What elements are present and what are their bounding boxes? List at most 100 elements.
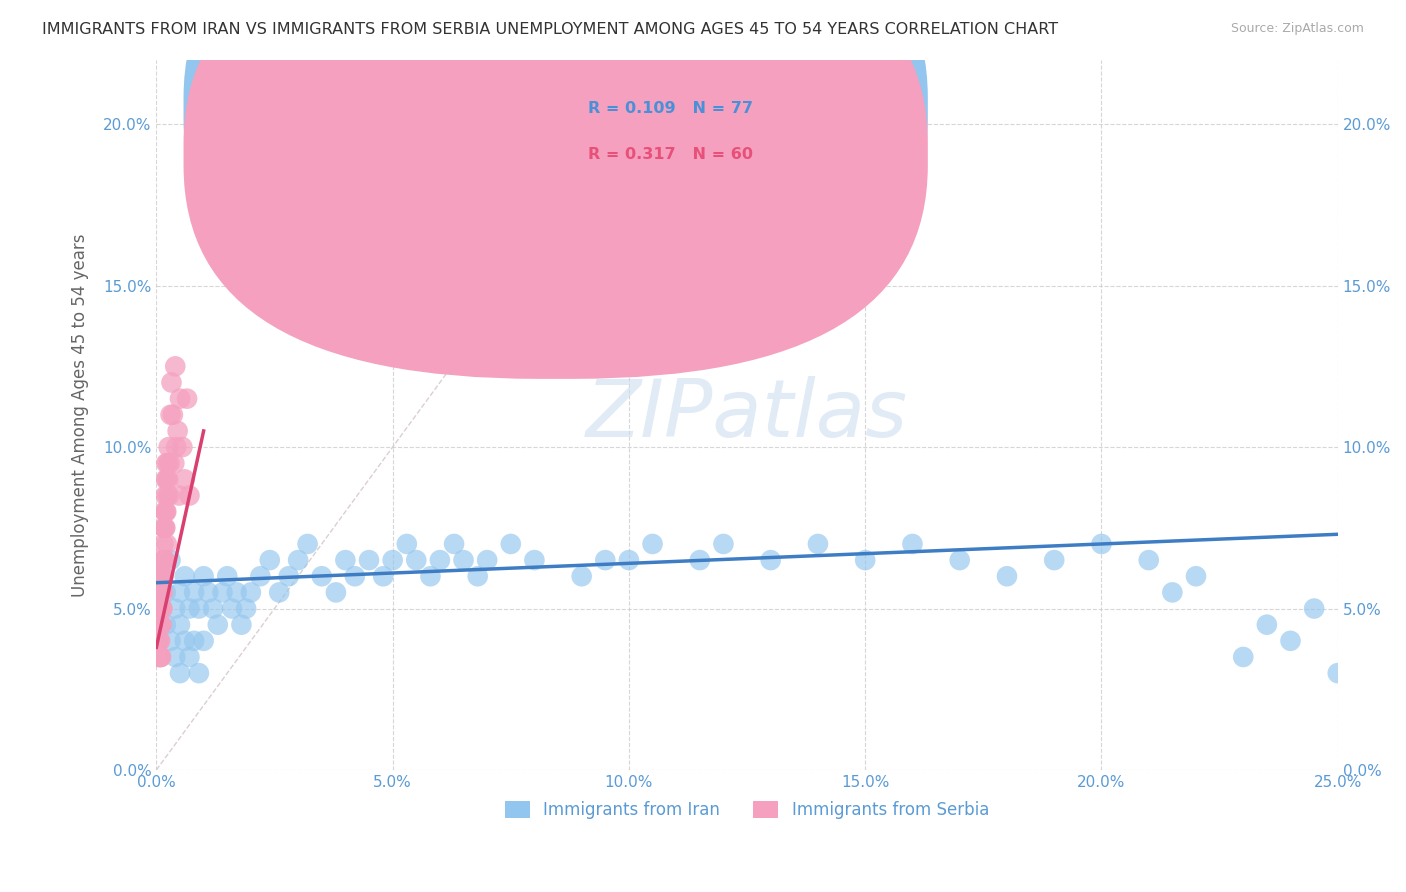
- Point: [343, 569, 366, 583]
- Point: [1279, 633, 1302, 648]
- Point: [165, 440, 187, 454]
- Point: [176, 392, 198, 406]
- Point: [571, 569, 593, 583]
- Point: [165, 650, 187, 665]
- Point: [179, 489, 201, 503]
- Point: [901, 537, 924, 551]
- Point: [1161, 585, 1184, 599]
- Point: [759, 553, 782, 567]
- Point: [169, 585, 191, 599]
- Point: [169, 392, 191, 406]
- Point: [149, 601, 172, 615]
- Point: [1043, 553, 1066, 567]
- Point: [235, 601, 257, 615]
- Point: [155, 521, 177, 535]
- Point: [150, 569, 173, 583]
- Point: [153, 521, 176, 535]
- Point: [150, 569, 173, 583]
- Point: [547, 294, 569, 309]
- Point: [167, 489, 190, 503]
- Text: R = 0.317   N = 60: R = 0.317 N = 60: [588, 147, 752, 161]
- Point: [311, 569, 333, 583]
- Point: [155, 456, 177, 470]
- FancyBboxPatch shape: [184, 0, 928, 379]
- Point: [162, 408, 184, 422]
- Point: [193, 633, 215, 648]
- Point: [202, 601, 225, 615]
- Point: [1256, 617, 1278, 632]
- Point: [166, 424, 188, 438]
- Point: [467, 569, 489, 583]
- Point: [173, 569, 195, 583]
- Point: [297, 537, 319, 551]
- Point: [217, 569, 239, 583]
- Point: [146, 617, 169, 632]
- Point: [499, 537, 522, 551]
- Point: [153, 553, 176, 567]
- Point: [1303, 601, 1326, 615]
- Point: [443, 537, 465, 551]
- Point: [617, 553, 640, 567]
- Point: [325, 585, 347, 599]
- Point: [159, 633, 181, 648]
- Point: [150, 617, 173, 632]
- Point: [172, 440, 194, 454]
- Text: Source: ZipAtlas.com: Source: ZipAtlas.com: [1230, 22, 1364, 36]
- Point: [183, 633, 205, 648]
- Point: [179, 601, 201, 615]
- Point: [156, 537, 179, 551]
- Point: [155, 505, 177, 519]
- Point: [148, 601, 170, 615]
- Point: [249, 569, 271, 583]
- Point: [159, 456, 181, 470]
- Point: [169, 666, 191, 681]
- Point: [152, 569, 174, 583]
- Point: [149, 633, 172, 648]
- Point: [949, 553, 972, 567]
- Point: [239, 585, 262, 599]
- Point: [160, 376, 183, 390]
- Point: [156, 456, 179, 470]
- Point: [149, 617, 172, 632]
- Point: [287, 553, 309, 567]
- Point: [152, 601, 174, 615]
- Point: [335, 553, 357, 567]
- Point: [197, 585, 219, 599]
- Point: [149, 617, 172, 632]
- Point: [153, 505, 176, 519]
- Point: [475, 553, 498, 567]
- Point: [689, 553, 711, 567]
- Point: [853, 553, 876, 567]
- Point: [155, 472, 177, 486]
- Point: [165, 359, 187, 374]
- Point: [523, 553, 546, 567]
- Point: [150, 650, 173, 665]
- Point: [277, 569, 299, 583]
- Point: [183, 585, 205, 599]
- Point: [155, 585, 177, 599]
- Point: [148, 633, 170, 648]
- Point: [429, 553, 451, 567]
- Point: [357, 553, 380, 567]
- Point: [155, 617, 177, 632]
- Legend: Immigrants from Iran, Immigrants from Serbia: Immigrants from Iran, Immigrants from Se…: [498, 794, 995, 826]
- Point: [153, 553, 176, 567]
- Point: [665, 343, 688, 358]
- Point: [148, 633, 170, 648]
- Point: [150, 585, 173, 599]
- Point: [155, 489, 177, 503]
- Point: [153, 553, 176, 567]
- Point: [259, 553, 281, 567]
- Point: [405, 553, 427, 567]
- Point: [419, 569, 441, 583]
- Point: [146, 601, 169, 615]
- Point: [807, 537, 830, 551]
- Point: [152, 553, 174, 567]
- Point: [150, 617, 173, 632]
- Point: [1326, 666, 1348, 681]
- Point: [381, 553, 404, 567]
- Point: [1185, 569, 1208, 583]
- Point: [231, 617, 253, 632]
- Point: [211, 585, 233, 599]
- Point: [156, 472, 179, 486]
